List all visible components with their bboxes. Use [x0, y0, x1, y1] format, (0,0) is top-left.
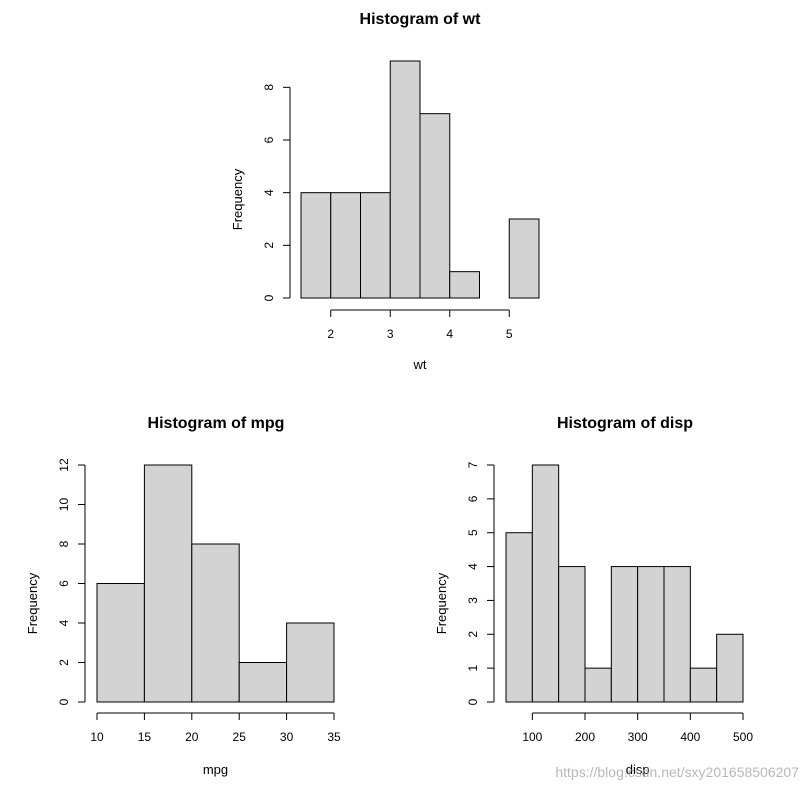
- chart-disp: Histogram of disp 100 200 300 400 500 0 1 2 3 4 5 6 7…: [434, 415, 753, 777]
- y-tick-label: 12: [57, 458, 71, 472]
- y-axis-label: Frequency: [434, 572, 449, 634]
- x-axis-label: wt: [413, 357, 427, 372]
- histogram-bar: [191, 543, 240, 703]
- y-tick-label: 4: [466, 563, 480, 570]
- x-tick-label: 15: [138, 730, 152, 744]
- y-tick-label: 6: [57, 580, 71, 587]
- histogram-bar: [610, 566, 639, 703]
- histogram-bar: [505, 532, 533, 703]
- x-tick-label: 400: [680, 730, 700, 744]
- histogram-bar: [449, 271, 480, 299]
- y-tick-label: 2: [57, 659, 71, 666]
- y-axis-label: Frequency: [25, 572, 40, 634]
- watermark-text: https://blog.csdn.net/sxy201658506207: [555, 764, 799, 780]
- histogram-bar: [360, 192, 391, 299]
- histogram-bar: [419, 113, 451, 299]
- y-tick-label: 2: [466, 631, 480, 638]
- y-tick-label: 5: [466, 529, 480, 536]
- x-tick-label: 35: [327, 730, 341, 744]
- y-tick-label: 2: [262, 242, 276, 249]
- histogram-bar: [508, 218, 540, 299]
- x-tick-label: 30: [280, 730, 294, 744]
- x-tick-label: 500: [733, 730, 753, 744]
- chart-wt: Histogram of wt 2 3 4 5 0 2 4 6 8 wt Frequency: [230, 11, 540, 372]
- y-tick-label: 3: [466, 597, 480, 604]
- histogram-bar: [286, 622, 335, 703]
- histogram-bar: [716, 633, 744, 703]
- histogram-bar: [689, 667, 718, 703]
- x-tick-label: 20: [185, 730, 199, 744]
- y-tick-label: 7: [466, 461, 480, 468]
- histogram-bar: [637, 566, 665, 703]
- x-tick-label: 10: [90, 730, 104, 744]
- y-tick-label: 8: [262, 84, 276, 91]
- x-tick-label: 25: [233, 730, 247, 744]
- histogram-bar: [300, 192, 332, 299]
- y-tick-label: 1: [466, 664, 480, 671]
- histogram-bar: [558, 566, 586, 703]
- chart-title: Histogram of mpg: [148, 415, 285, 432]
- histogram-bar: [584, 667, 612, 703]
- x-tick-label: 4: [446, 327, 453, 341]
- x-tick-label: 3: [387, 327, 394, 341]
- x-axis-label: mpg: [203, 762, 228, 777]
- y-tick-label: 4: [57, 619, 71, 626]
- y-tick-label: 0: [57, 698, 71, 705]
- y-axis-label: Frequency: [230, 168, 245, 230]
- histogram-bar: [143, 464, 193, 703]
- y-tick-label: 6: [466, 495, 480, 502]
- x-axis-label: disp: [626, 762, 650, 777]
- y-tick-label: 6: [262, 136, 276, 143]
- y-tick-label: 10: [57, 498, 71, 512]
- chart-title: Histogram of wt: [360, 11, 482, 28]
- histogram-bar: [330, 192, 361, 299]
- x-tick-label: 100: [522, 730, 542, 744]
- x-tick-label: 300: [628, 730, 648, 744]
- chart-mpg: Histogram of mpg 10 15 20 25 30 35 0 2 4 6 8 10 12 mpg…: [25, 415, 341, 777]
- histogram-bar: [531, 464, 560, 703]
- histogram-bar: [96, 583, 145, 703]
- x-tick-label: 200: [575, 730, 595, 744]
- x-tick-label: 2: [327, 327, 334, 341]
- histogram-bar: [238, 662, 288, 703]
- y-tick-label: 8: [57, 540, 71, 547]
- y-tick-label: 0: [262, 294, 276, 301]
- histogram-bar: [389, 60, 421, 299]
- chart-title: Histogram of disp: [557, 415, 693, 432]
- histogram-bar: [663, 566, 691, 703]
- y-tick-label: 4: [262, 189, 276, 196]
- x-tick-label: 5: [506, 327, 513, 341]
- y-tick-label: 0: [466, 698, 480, 705]
